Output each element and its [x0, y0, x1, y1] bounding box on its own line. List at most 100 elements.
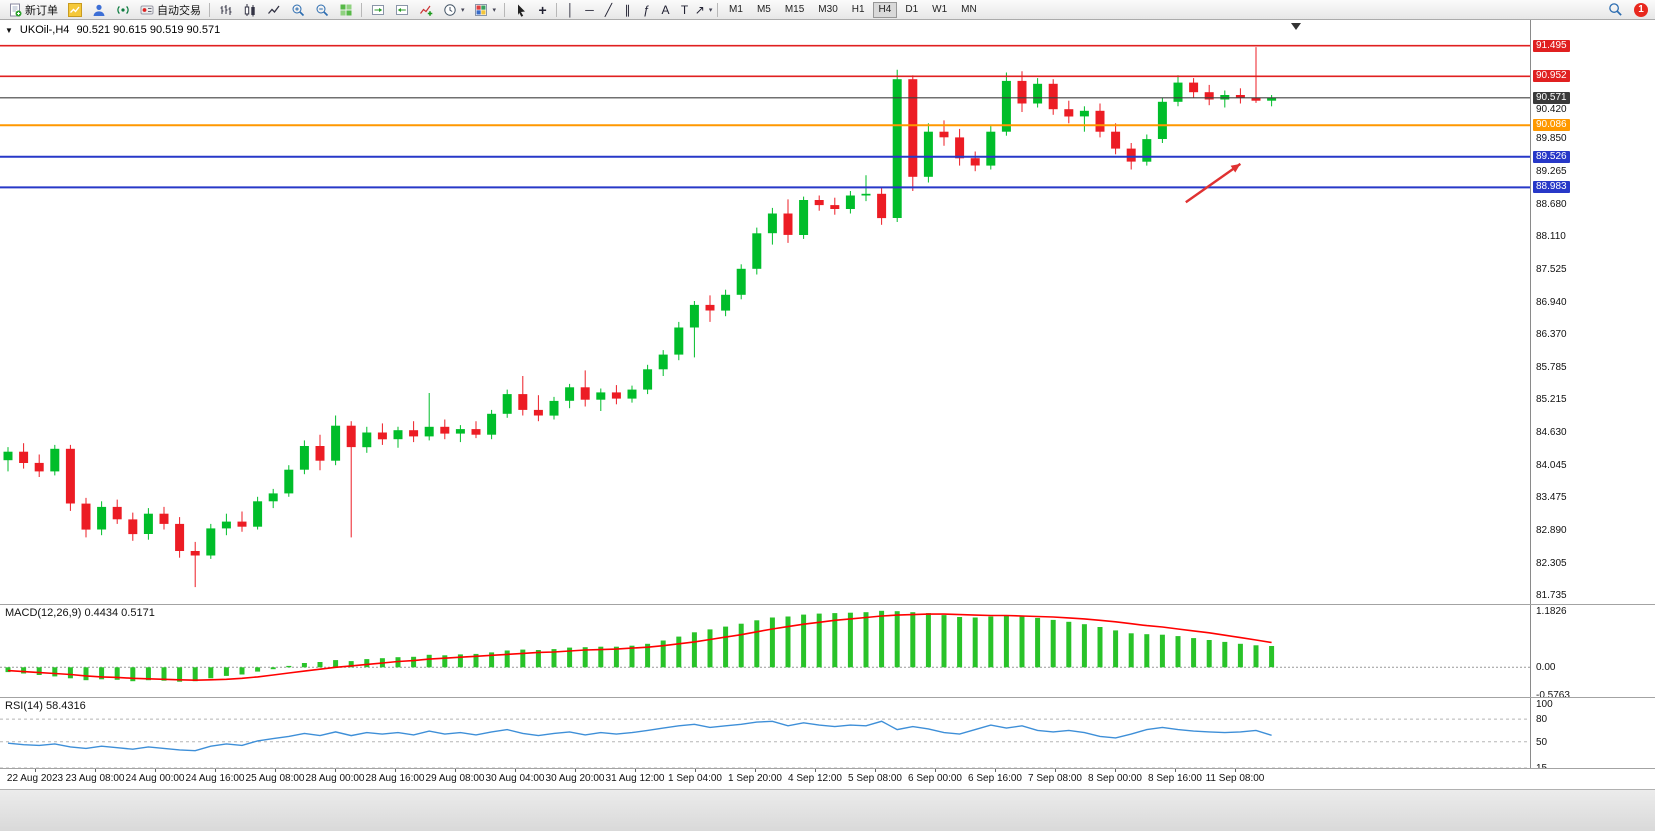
candle-body [1142, 139, 1152, 162]
macd-histogram [5, 610, 1275, 682]
candle-body [1157, 101, 1167, 139]
price-line-tag: 88.983 [1533, 181, 1570, 194]
templates-button[interactable]: ▾ [470, 1, 501, 19]
candle-body [1079, 110, 1089, 117]
zoom-out-button[interactable] [310, 1, 333, 19]
pane-divider[interactable] [0, 768, 1655, 769]
clock-icon [442, 2, 457, 17]
time-axis-tick [635, 769, 636, 772]
candle-body [643, 369, 653, 390]
tile-windows-icon [338, 2, 353, 17]
time-axis-tick [935, 769, 936, 772]
periods-button[interactable]: ▾ [438, 1, 469, 19]
zoom-in-button[interactable] [286, 1, 309, 19]
equidistant-channel-tool-button[interactable]: ∥ [618, 1, 637, 19]
candlestick-mode-button[interactable] [238, 1, 261, 19]
horizontal-line-tool-button[interactable]: ─ [580, 1, 599, 19]
arrow-annotation[interactable] [1185, 162, 1242, 204]
timeframe-m30-button[interactable]: M30 [812, 2, 843, 18]
arrows-tool-button[interactable]: ↗ ▾ [694, 1, 713, 19]
cursor-tool-button[interactable] [509, 1, 532, 19]
timeframe-d1-button[interactable]: D1 [899, 2, 924, 18]
macd-scale[interactable]: 1.1826 0.00 -0.5763 [1531, 605, 1655, 701]
timeframe-m15-button[interactable]: M15 [779, 2, 810, 18]
line-chart-mode-button[interactable] [262, 1, 285, 19]
candle-body [128, 519, 138, 535]
time-axis-label: 22 Aug 2023 [6, 773, 64, 784]
pane-divider[interactable] [0, 697, 1655, 698]
candle-body [1095, 110, 1105, 132]
macd-chart-canvas[interactable] [0, 605, 1530, 697]
rsi-scale[interactable]: 100805015 [1531, 698, 1655, 774]
macd-signal-line [7, 613, 1272, 682]
candle-body [3, 451, 13, 461]
candle-body [471, 429, 481, 435]
dropdown-caret: ▾ [708, 6, 713, 14]
horizontal-line-tool-icon: ─ [585, 2, 594, 17]
time-axis-tick [875, 769, 876, 772]
time-axis-tick [1175, 769, 1176, 772]
algo-trading-button[interactable]: 自动交易 [135, 1, 205, 19]
trendline-tool-button[interactable]: ╱ [599, 1, 618, 19]
pane-divider[interactable] [0, 604, 1655, 605]
price-axis-label: 86.370 [1536, 328, 1567, 340]
tile-windows-button[interactable] [334, 1, 357, 19]
chart-shift-marker[interactable] [1291, 23, 1301, 30]
macd-axis-label: 0.00 [1536, 662, 1556, 674]
timeframe-m5-button[interactable]: M5 [751, 2, 777, 18]
new-chart-button[interactable] [63, 1, 86, 19]
crosshair-tool-button[interactable]: + [533, 1, 552, 19]
price-axis-label: 88.680 [1536, 198, 1567, 210]
time-axis[interactable]: 22 Aug 2023 23 Aug 08:00 24 Aug 00:00 24 Au… [0, 769, 1655, 789]
timeframe-mn-button[interactable]: MN [955, 2, 983, 18]
arrows-tool-icon: ↗ [694, 2, 705, 17]
auto-scroll-button[interactable] [366, 1, 389, 19]
symbol-dropdown-icon[interactable]: ▼ [5, 25, 13, 35]
price-chart-canvas[interactable] [0, 20, 1530, 604]
price-scale[interactable]: 91.495 90.952 90.571 90.420 90.086 89.850 89.5… [1531, 20, 1655, 604]
timeframe-w1-button[interactable]: W1 [926, 2, 953, 18]
time-axis-tick [755, 769, 756, 772]
candle-body [112, 506, 122, 520]
candle-body [284, 469, 294, 494]
signals-button[interactable] [111, 1, 134, 19]
chart-shift-icon [394, 2, 409, 17]
candle-body [627, 389, 637, 399]
profile-button[interactable] [87, 1, 110, 19]
notification-badge[interactable]: 1 [1634, 2, 1648, 17]
time-axis-tick [95, 769, 96, 772]
search-button[interactable] [1604, 1, 1627, 19]
fibonacci-tool-button[interactable]: ƒ [637, 1, 656, 19]
rsi-chart-canvas[interactable] [0, 698, 1530, 768]
candle-body [346, 425, 356, 448]
text-label-tool-button[interactable]: T [675, 1, 694, 19]
price-line-tag: 90.086 [1533, 119, 1570, 132]
bar-chart-mode-button[interactable] [214, 1, 237, 19]
candle-body [939, 131, 949, 138]
new-chart-icon [67, 2, 82, 17]
dropdown-caret: ▾ [492, 6, 497, 14]
candle-body [19, 451, 29, 463]
time-axis-label: 23 Aug 08:00 [65, 773, 125, 784]
text-tool-button[interactable]: A [656, 1, 675, 19]
vertical-line-tool-button[interactable]: │ [561, 1, 580, 19]
timeframe-h4-button[interactable]: H4 [872, 1, 898, 18]
candle-body [1033, 83, 1043, 104]
indicators-button[interactable] [414, 1, 437, 19]
candle-body [1189, 82, 1199, 93]
time-axis-label: 5 Sep 08:00 [848, 773, 902, 784]
candle-body [253, 501, 263, 527]
timeframe-h1-button[interactable]: H1 [846, 2, 871, 18]
chart-area: ▼ UKOil-,H4 90.521 90.615 90.519 90.571 … [0, 20, 1655, 789]
timeframe-m1-button[interactable]: M1 [723, 2, 749, 18]
candlestick-icon [242, 2, 257, 17]
new-order-button[interactable]: 新订单 [3, 1, 62, 19]
candle-body [377, 432, 387, 440]
toolbar-separator [209, 2, 210, 17]
price-line-tag: 90.571 [1533, 91, 1570, 104]
time-axis-label: 7 Sep 08:00 [1028, 773, 1082, 784]
time-axis-tick [815, 769, 816, 772]
signal-icon [115, 2, 130, 17]
chart-shift-button[interactable] [390, 1, 413, 19]
equidistant-channel-tool-icon: ∥ [624, 2, 631, 17]
